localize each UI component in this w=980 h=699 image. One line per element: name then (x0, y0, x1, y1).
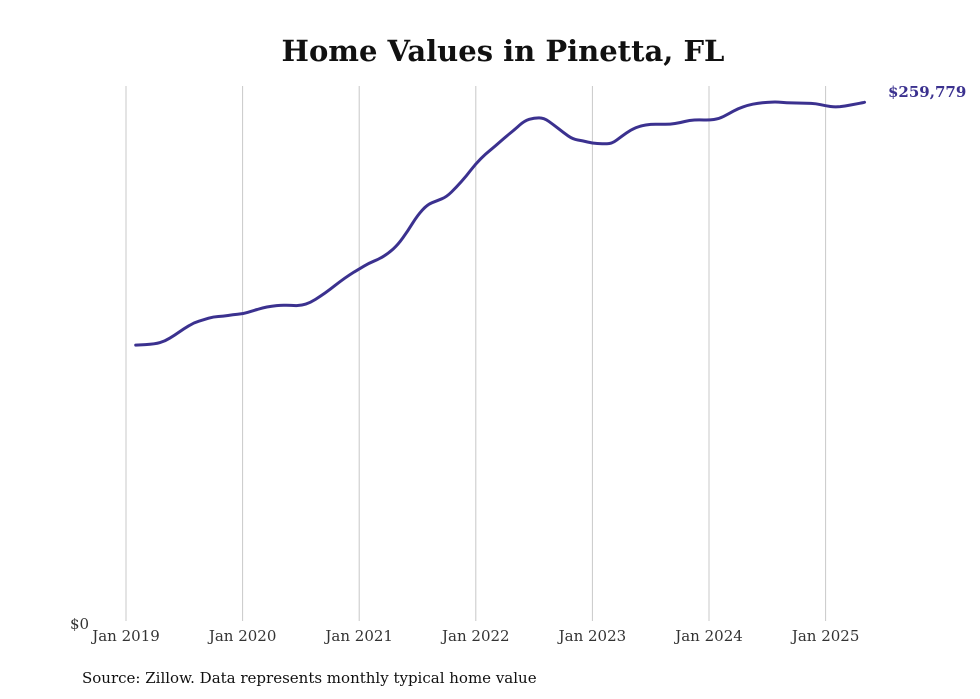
source-note: Source: Zillow. Data represents monthly … (82, 669, 537, 687)
x-tick-label: Jan 2021 (323, 627, 393, 645)
x-tick-label: Jan 2023 (557, 627, 627, 645)
chart-title: Home Values in Pinetta, FL (282, 34, 725, 68)
x-tick-label: Jan 2019 (90, 627, 160, 645)
x-axis-tick-labels: Jan 2019 Jan 2020 Jan 2021 Jan 2022 Jan 2023… (90, 627, 859, 645)
x-gridlines (125, 86, 827, 621)
series-end-value-label: $259,779 (888, 83, 966, 101)
x-tick-label: Jan 2022 (440, 627, 510, 645)
y-tick-label-zero: $0 (70, 615, 89, 633)
x-tick-label: Jan 2024 (673, 627, 743, 645)
series-line-home-value (134, 100, 866, 347)
x-tick-label: Jan 2020 (207, 627, 277, 645)
x-tick-label: Jan 2025 (790, 627, 860, 645)
